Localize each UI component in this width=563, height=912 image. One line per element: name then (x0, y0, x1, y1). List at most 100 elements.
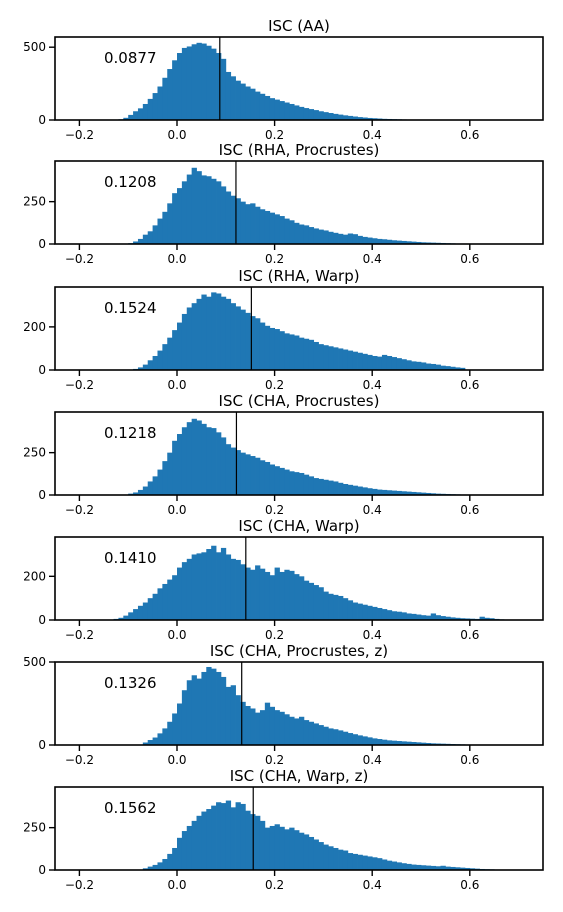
histogram-bar (284, 829, 290, 870)
histogram-bar (333, 232, 339, 244)
x-tick-label: 0.6 (460, 252, 479, 266)
histogram-bar (255, 206, 261, 244)
histogram-bar (289, 570, 295, 620)
y-tick-label: 0 (38, 613, 46, 627)
histogram-bar (299, 576, 305, 620)
histogram-bar (206, 176, 212, 244)
histogram-bar (421, 742, 427, 745)
histogram-bar (167, 721, 173, 745)
histogram-bar (269, 327, 275, 370)
histogram-bar (211, 48, 217, 120)
histogram-bar (313, 839, 319, 870)
histogram-bar (162, 344, 168, 370)
histogram-bar (308, 476, 315, 495)
x-tick-label: 0.0 (167, 878, 186, 892)
histogram-bar (269, 575, 275, 620)
histogram-bar (352, 234, 358, 244)
histogram-bar (235, 802, 241, 870)
histogram-bar (264, 461, 271, 495)
histogram-bar (201, 671, 207, 745)
histogram-bar (191, 418, 197, 495)
histogram-bar (445, 366, 451, 370)
mean-value-label: 0.0877 (104, 49, 157, 67)
histogram-bar (240, 309, 246, 370)
histogram-bar (338, 348, 344, 370)
histogram-bar (206, 666, 212, 745)
histogram-bar (401, 612, 407, 620)
x-tick-label: 0.0 (167, 628, 186, 642)
histogram-bar (372, 488, 378, 495)
histogram-bar (338, 730, 344, 745)
histogram-bar (196, 420, 202, 495)
histogram-bar (162, 858, 168, 870)
x-tick-label: 0.2 (265, 128, 284, 142)
histogram-bar (259, 568, 266, 620)
histogram-bar (401, 240, 407, 244)
histogram-bar (396, 611, 402, 620)
histogram-bar (259, 460, 266, 495)
histogram-bar (411, 864, 417, 870)
histogram-bar (235, 306, 241, 370)
histogram-bar (137, 605, 144, 620)
histogram-bar (147, 740, 153, 745)
histogram-bar (460, 867, 466, 870)
histogram-bar (367, 856, 373, 870)
histogram-bar (357, 235, 363, 244)
histogram-bar (333, 729, 339, 745)
histogram-bar (167, 853, 173, 870)
histogram-bar (172, 330, 178, 370)
histogram-panel-1: ISC (AA) 0.0877 −0.2 0.0 0.2 0.4 0.6 0 500 (23, 17, 544, 142)
axes-frame (54, 536, 544, 621)
histogram-bar (323, 479, 329, 495)
histogram-bar (328, 593, 334, 620)
histogram-bar (440, 616, 446, 620)
histogram-bar (328, 480, 334, 495)
histogram-bar (269, 825, 275, 870)
histogram-bar (406, 863, 412, 870)
histogram-bar (211, 805, 217, 870)
histogram-bar (230, 447, 236, 495)
histogram-bar (259, 820, 266, 870)
histogram-bar (201, 423, 207, 495)
histogram-bar (425, 363, 432, 370)
histogram-bar (294, 830, 300, 870)
histogram-bar (367, 605, 373, 620)
histogram-bar (255, 712, 261, 745)
x-tick-label: 0.6 (460, 503, 479, 517)
histogram-bar (328, 846, 334, 870)
histogram-bar (289, 471, 295, 495)
histogram-bar (416, 742, 422, 745)
histogram-bar (362, 736, 368, 745)
histogram-bar (308, 721, 315, 745)
histogram-bar (299, 337, 305, 370)
histogram-panel-4: ISC (CHA, Procrustes) 0.1218 −0.2 0.0 0.2 0.4… (23, 392, 544, 517)
histogram-bar (318, 111, 324, 120)
histogram-bar (372, 118, 378, 120)
histogram-bar (255, 91, 261, 120)
histogram-bar (201, 552, 207, 620)
histogram-bar (342, 598, 349, 620)
x-tick-label: 0.2 (265, 378, 284, 392)
histogram-bar (137, 238, 144, 244)
x-tick-label: 0.0 (167, 252, 186, 266)
histogram-bar (245, 454, 251, 495)
histogram-bar (460, 367, 466, 370)
histogram-bar (352, 351, 358, 370)
histogram-bar (430, 743, 437, 745)
histogram-bar (274, 329, 280, 370)
histogram-bar (299, 716, 305, 745)
histogram-bar (391, 240, 397, 244)
histogram-bar (386, 239, 393, 244)
y-tick-label: 500 (23, 655, 46, 669)
histogram-bar (216, 671, 222, 745)
histogram-bar (323, 112, 329, 120)
histogram-bar (352, 853, 358, 870)
histogram-bar (250, 569, 256, 620)
histogram-bar (430, 363, 437, 370)
histogram-bar (357, 603, 363, 620)
histogram-bar (206, 549, 212, 620)
histogram-bar (181, 690, 188, 745)
histogram-bar (216, 293, 222, 370)
histogram-bar (191, 675, 197, 745)
histogram-bar (172, 713, 178, 745)
